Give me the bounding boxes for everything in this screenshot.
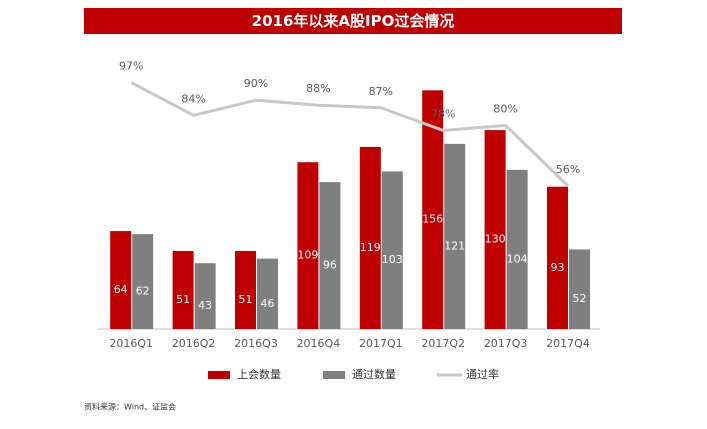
x-tick-label: 2017Q1 bbox=[359, 337, 403, 350]
legend-label: 通过率 bbox=[466, 367, 499, 381]
x-tick-label: 2016Q1 bbox=[109, 337, 153, 350]
line-value-label: 87% bbox=[369, 85, 393, 98]
bar-value-label: 62 bbox=[136, 285, 150, 298]
bar-value-label: 93 bbox=[551, 261, 565, 274]
bar bbox=[444, 143, 466, 329]
bar-value-label: 121 bbox=[444, 239, 465, 252]
bar-value-label: 130 bbox=[485, 233, 506, 246]
bar-value-label: 43 bbox=[198, 299, 212, 312]
line-value-label: 78% bbox=[431, 107, 455, 120]
chart-title: 2016年以来A股IPO过会情况 bbox=[252, 12, 455, 30]
bar bbox=[297, 162, 319, 329]
x-tick-label: 2016Q2 bbox=[172, 337, 216, 350]
bar bbox=[381, 171, 403, 329]
bar bbox=[359, 146, 381, 329]
bar bbox=[484, 130, 506, 329]
bar-value-label: 156 bbox=[422, 213, 443, 226]
legend-label: 上会数量 bbox=[237, 368, 281, 381]
bar-value-label: 46 bbox=[261, 297, 275, 310]
legend-label: 通过数量 bbox=[352, 368, 396, 381]
bar bbox=[319, 182, 341, 329]
title-banner bbox=[84, 8, 622, 34]
legend-swatch bbox=[323, 371, 345, 379]
line-value-label: 56% bbox=[556, 163, 580, 176]
bar bbox=[569, 249, 590, 329]
bar bbox=[506, 169, 528, 329]
x-tick-label: 2017Q3 bbox=[484, 337, 528, 350]
bar-value-label: 109 bbox=[297, 249, 318, 262]
x-tick-label: 2016Q4 bbox=[297, 337, 341, 350]
bar-value-label: 119 bbox=[360, 241, 381, 254]
bar bbox=[422, 90, 444, 329]
line-value-label: 88% bbox=[306, 82, 330, 95]
rate-line bbox=[130, 81, 570, 187]
x-tick-label: 2017Q4 bbox=[546, 337, 590, 350]
bar-value-label: 52 bbox=[573, 292, 587, 305]
source-note: 资料来源：Wind、证监会 bbox=[84, 402, 176, 412]
bar bbox=[257, 258, 278, 329]
legend-swatch bbox=[208, 371, 230, 379]
line-value-label: 90% bbox=[244, 77, 268, 90]
bar bbox=[235, 250, 256, 329]
line-value-label: 84% bbox=[181, 92, 205, 105]
bar-value-label: 51 bbox=[239, 293, 253, 306]
bar-value-label: 104 bbox=[507, 252, 528, 265]
bar-value-label: 64 bbox=[114, 283, 128, 296]
bar bbox=[172, 250, 194, 329]
bar bbox=[110, 231, 132, 329]
bar bbox=[547, 186, 568, 329]
line-value-label: 97% bbox=[119, 60, 143, 73]
x-tick-label: 2016Q3 bbox=[234, 337, 278, 350]
bar-value-label: 51 bbox=[176, 293, 190, 306]
x-tick-label: 2017Q2 bbox=[421, 337, 465, 350]
bar bbox=[132, 234, 154, 329]
bar-value-label: 96 bbox=[323, 259, 337, 272]
bar bbox=[194, 263, 216, 329]
bar-value-label: 103 bbox=[382, 253, 403, 266]
line-value-label: 80% bbox=[493, 102, 517, 115]
